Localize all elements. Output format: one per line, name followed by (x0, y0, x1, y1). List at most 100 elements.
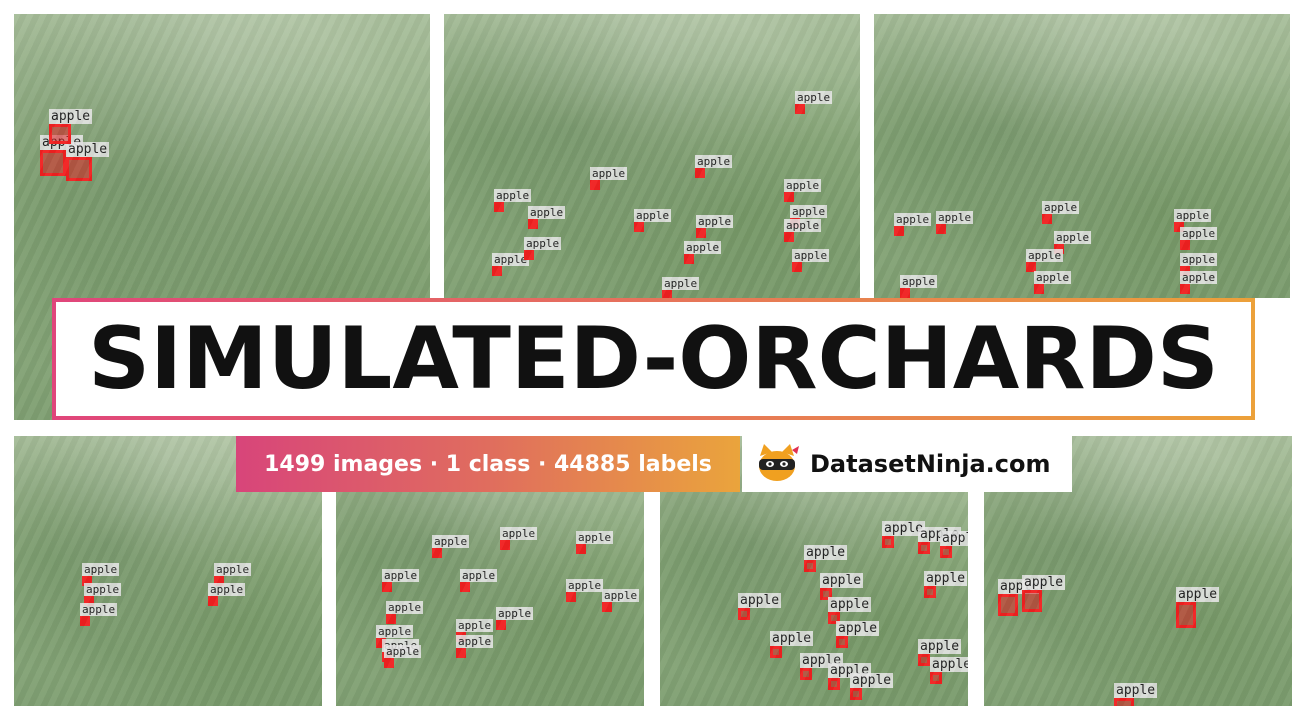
annotation-label: apple (894, 213, 932, 226)
annotation-label: apple (820, 573, 864, 588)
bounding-box (382, 582, 392, 592)
apple-annotation: apple (1026, 249, 1064, 272)
bounding-box (40, 150, 66, 176)
apple-annotation: apple (1042, 201, 1080, 224)
apple-annotation: apple (66, 142, 110, 181)
bounding-box (695, 168, 705, 178)
bounding-box (894, 226, 904, 236)
apple-annotation: apple (524, 237, 562, 260)
annotation-label: apple (66, 142, 110, 157)
apple-annotation: apple (384, 645, 422, 668)
annotation-label: apple (695, 155, 733, 168)
annotation-label: apple (1034, 271, 1072, 284)
annotation-label: apple (1176, 587, 1220, 602)
annotation-label: apple (524, 237, 562, 250)
bounding-box (528, 219, 538, 229)
apple-annotation: apple (695, 155, 733, 178)
annotation-label: apple (208, 583, 246, 596)
annotation-label: apple (602, 589, 640, 602)
apple-annotation: apple (1174, 209, 1212, 232)
annotation-label: apple (770, 631, 814, 646)
bounding-box (602, 602, 612, 612)
annotation-label: apple (738, 593, 782, 608)
bounding-box (795, 104, 805, 114)
apple-annotation: apple (836, 621, 880, 648)
annotation-label: apple (460, 569, 498, 582)
bounding-box (998, 594, 1018, 616)
bounding-box (918, 542, 930, 554)
apple-annotation: apple (900, 275, 938, 298)
apple-annotation: apple (528, 206, 566, 229)
bounding-box (494, 202, 504, 212)
annotation-label: apple (924, 571, 968, 586)
apple-annotation: apple (432, 535, 470, 558)
apple-annotation: apple (492, 253, 530, 276)
bounding-box (770, 646, 782, 658)
annotation-label: apple (696, 215, 734, 228)
bounding-box (940, 546, 952, 558)
annotation-label: apple (376, 625, 414, 638)
apple-annotation: apple (494, 189, 532, 212)
bounding-box (634, 222, 644, 232)
apple-annotation: apple (49, 109, 93, 144)
apple-annotation: apple (770, 631, 814, 658)
apple-annotation: apple (696, 215, 734, 238)
apple-annotation: apple (1176, 587, 1220, 628)
annotation-label: apple (828, 597, 872, 612)
apple-annotation: apple (566, 579, 604, 602)
bounding-box (1180, 284, 1190, 294)
bounding-box (850, 688, 862, 700)
bounding-box (784, 232, 794, 242)
annotation-label: apple (936, 211, 974, 224)
apple-annotation: apple (784, 219, 822, 242)
apple-annotation: apple (1022, 575, 1066, 612)
apple-annotation: apple (634, 209, 672, 232)
brand-badge[interactable]: DatasetNinja.com (742, 436, 1072, 492)
bounding-box (566, 592, 576, 602)
bounding-box (208, 596, 218, 606)
annotation-label: apple (84, 583, 122, 596)
apple-annotation: apple (820, 573, 864, 600)
apple-annotation: apple (1180, 227, 1218, 250)
apple-annotation: apple (84, 583, 122, 606)
annotation-label: apple (1022, 575, 1066, 590)
annotation-label: apple (49, 109, 93, 124)
apple-annotation: apple (208, 583, 246, 606)
annotation-label: apple (576, 531, 614, 544)
annotation-label: apple (900, 275, 938, 288)
apple-annotation: apple (500, 527, 538, 550)
bounding-box (66, 157, 92, 181)
apple-annotation: apple (386, 601, 424, 624)
orchard-image-tile: apple apple apple apple apple (14, 436, 322, 706)
bounding-box (828, 678, 840, 690)
annotation-label: apple (850, 673, 894, 688)
annotation-label: apple (662, 277, 700, 290)
annotation-label: apple (790, 205, 828, 218)
bounding-box (792, 262, 802, 272)
annotation-label: apple (214, 563, 252, 576)
apple-annotation: apple (456, 635, 494, 658)
bounding-box (882, 536, 894, 548)
annotation-label: apple (566, 579, 604, 592)
annotation-label: apple (1054, 231, 1092, 244)
bounding-box (924, 586, 936, 598)
annotation-label: apple (784, 219, 822, 232)
dataset-title: SIMULATED-ORCHARDS (88, 309, 1219, 409)
bounding-box (804, 560, 816, 572)
apple-annotation: apple (804, 545, 848, 572)
bounding-box (738, 608, 750, 620)
annotation-label: apple (432, 535, 470, 548)
bounding-box (800, 668, 812, 680)
annotation-label: apple (382, 569, 420, 582)
apple-annotation: apple (602, 589, 640, 612)
apple-annotation: apple (784, 179, 822, 202)
apple-annotation: apple (576, 531, 614, 554)
stats-text: 1499 images · 1 class · 44885 labels (264, 451, 712, 477)
bounding-box (456, 648, 466, 658)
annotation-label: apple (82, 563, 120, 576)
bounding-box (930, 672, 942, 684)
bounding-box (590, 180, 600, 190)
stats-badge: 1499 images · 1 class · 44885 labels (236, 436, 740, 492)
